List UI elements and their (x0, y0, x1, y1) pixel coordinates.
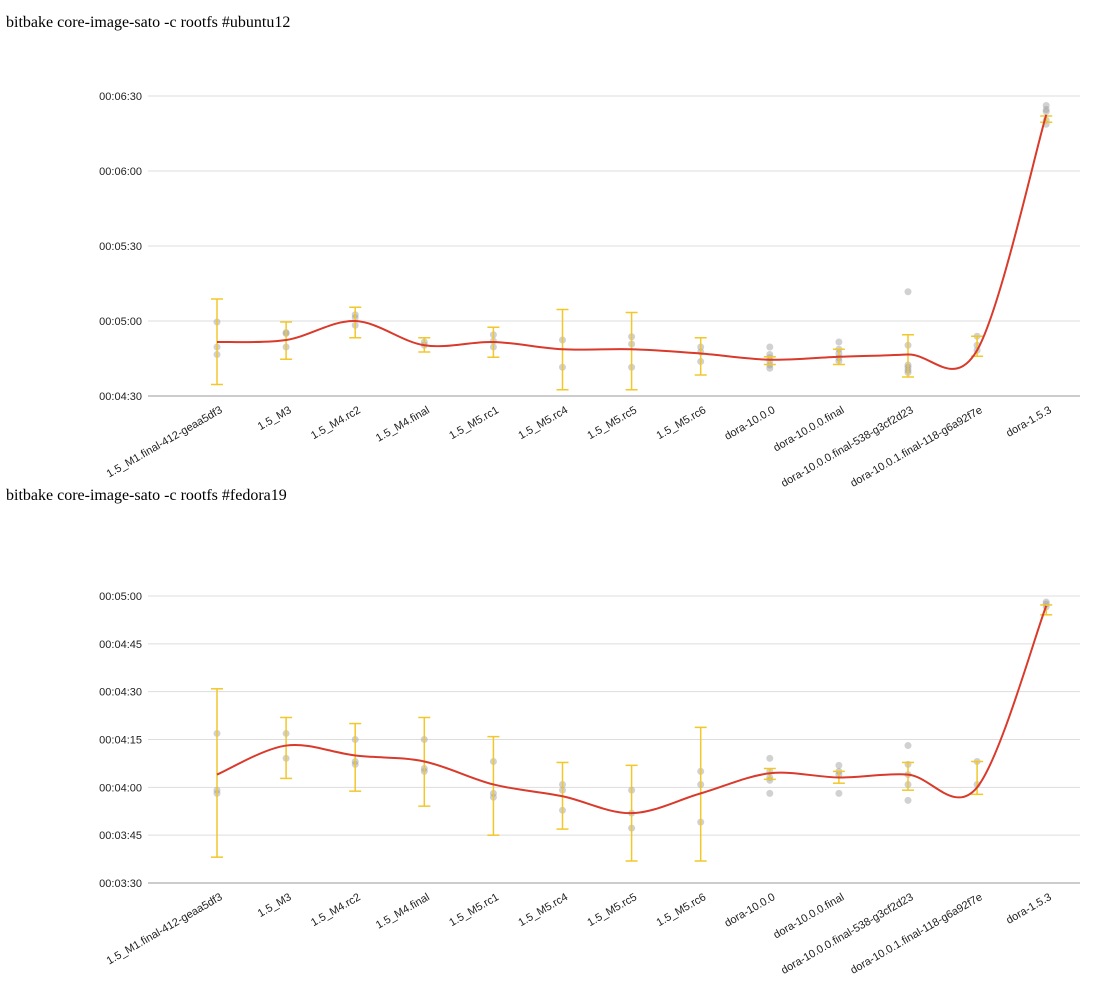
x-tick-label: 1.5_M1.final-412-geaa5df3 (105, 891, 225, 967)
data-point (1042, 102, 1050, 109)
data-point (1042, 108, 1050, 116)
data-point (1042, 600, 1050, 608)
x-tick-label: 1.5_M5.rc6 (655, 404, 709, 442)
data-point (1042, 106, 1050, 113)
data-point (766, 343, 774, 351)
x-tick-label: 1.5_M1.final-412-geaa5df3 (105, 404, 225, 480)
data-point (904, 742, 912, 750)
x-tick-label: dora-1.5.3 (1004, 891, 1053, 926)
x-tick-label: dora-10.0.1.final-118-g6a92f7e (848, 891, 984, 977)
x-tick-label: 1.5_M5.rc1 (447, 404, 501, 442)
x-tick-label: 1.5_M4.final (374, 404, 432, 444)
data-point (904, 796, 912, 804)
chart-title-ubuntu12: bitbake core-image-sato -c rootfs #ubunt… (6, 14, 291, 31)
chart-title-fedora19: bitbake core-image-sato -c rootfs #fedor… (6, 487, 287, 504)
x-tick-label: 1.5_M5.rc6 (655, 891, 709, 929)
y-tick-label: 00:04:15 (99, 735, 142, 747)
y-tick-label: 00:03:45 (99, 830, 142, 842)
data-point (835, 338, 843, 346)
x-tick-label: 1.5_M4.rc2 (309, 891, 363, 929)
x-tick-label: 1.5_M5.rc4 (516, 404, 570, 442)
chart-fedora19: 00:03:30 00:03:45 00:04:00 00:04:15 00:04:30… (99, 591, 1080, 977)
x-tick-label: dora-10.0.0.final-538-g3cf2d23 (779, 891, 915, 977)
x-tick-label: 1.5_M5.rc5 (585, 404, 639, 442)
y-tick-label: 00:04:00 (99, 782, 142, 794)
data-point (1042, 598, 1050, 606)
chart-ubuntu12: 00:04:30 00:05:00 00:05:30 00:06:00 00:06:30… (99, 91, 1080, 490)
data-point (835, 761, 843, 769)
y-tick-label: 00:04:30 (99, 391, 142, 403)
x-tick-label: 1.5_M3 (256, 891, 294, 920)
y-tick-label: 00:03:30 (99, 878, 142, 890)
data-point (904, 288, 912, 296)
x-tick-label: dora-10.0.0 (723, 404, 778, 443)
x-tick-label: dora-10.0.0 (723, 891, 778, 930)
x-tick-label: 1.5_M5.rc5 (585, 891, 639, 929)
x-tick-label: 1.5_M4.rc2 (309, 404, 363, 442)
y-tick-label: 00:04:45 (99, 639, 142, 651)
mean-line (216, 605, 1048, 815)
y-tick-label: 00:05:30 (99, 241, 142, 253)
x-tick-label: dora-10.0.1.final-118-g6a92f7e (848, 404, 984, 490)
x-tick-label: 1.5_M4.final (374, 891, 432, 931)
data-point (766, 754, 774, 762)
data-point (835, 789, 843, 797)
y-tick-label: 00:06:30 (99, 91, 142, 103)
x-tick-label: dora-10.0.0.final-538-g3cf2d23 (779, 404, 915, 490)
x-tick-label: dora-1.5.3 (1004, 404, 1053, 439)
x-tick-label: 1.5_M3 (256, 404, 294, 433)
x-tick-label: 1.5_M5.rc4 (516, 891, 570, 929)
mean-line (216, 114, 1048, 370)
x-tick-label: 1.5_M5.rc1 (447, 891, 501, 929)
y-tick-label: 00:05:00 (99, 591, 142, 603)
y-tick-label: 00:04:30 (99, 687, 142, 699)
data-point (766, 789, 774, 797)
y-tick-label: 00:05:00 (99, 316, 142, 328)
y-tick-label: 00:06:00 (99, 166, 142, 178)
data-point (766, 776, 774, 784)
data-point (766, 364, 774, 372)
